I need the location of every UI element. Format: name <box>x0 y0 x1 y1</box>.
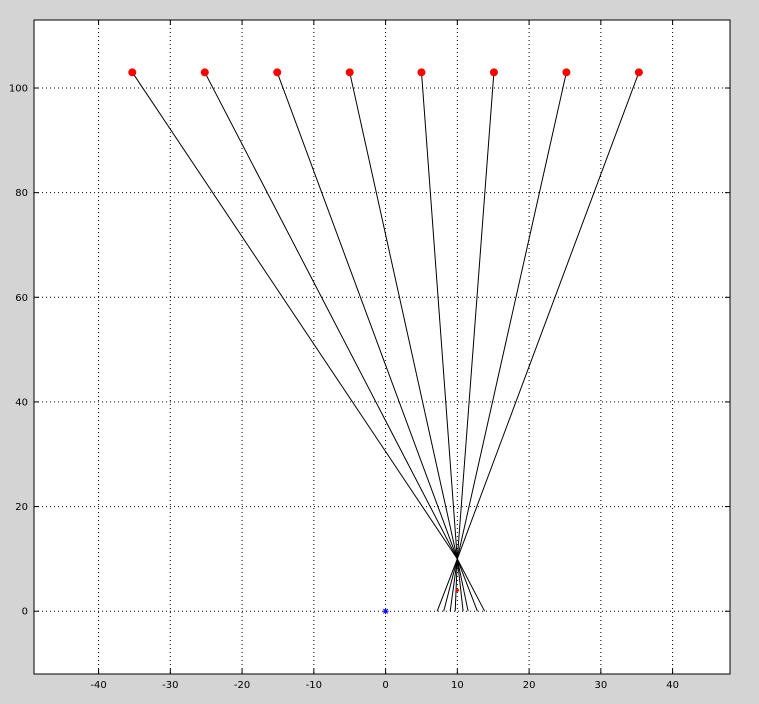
x-tick-label: -30 <box>162 680 178 691</box>
axes-background <box>34 20 730 674</box>
source-marker-5 <box>417 68 426 77</box>
markers <box>128 68 643 615</box>
source-marker-6 <box>489 68 498 77</box>
source-marker-8 <box>634 68 643 77</box>
x-tick-label: -10 <box>306 680 322 691</box>
source-marker-7 <box>562 68 571 77</box>
x-tick-label: 20 <box>523 680 536 691</box>
ray-line-8 <box>436 72 640 612</box>
x-tick-label: -20 <box>234 680 250 691</box>
y-tick-label: 20 <box>15 502 28 513</box>
source-marker-3 <box>273 68 282 77</box>
x-tick-label: 0 <box>382 680 388 691</box>
y-tick-label: 80 <box>15 188 28 199</box>
y-tick-label: 0 <box>22 607 28 618</box>
x-tick-label: 40 <box>666 680 679 691</box>
y-tick-label: 60 <box>15 293 28 304</box>
y-tick-label: 100 <box>9 84 28 95</box>
x-tick-label: 30 <box>594 680 607 691</box>
target-marker <box>455 588 459 592</box>
source-marker-1 <box>128 68 137 77</box>
ray-lines <box>131 72 640 612</box>
y-tick-label: 40 <box>15 397 28 408</box>
x-tick-label: -40 <box>90 680 106 691</box>
ticks: -40 -30 -20 -10 0 10 20 30 40 0 20 40 60 80 100 <box>9 20 730 691</box>
origin-marker <box>382 608 389 615</box>
x-tick-label: 10 <box>451 680 464 691</box>
source-marker-2 <box>200 68 209 77</box>
grid <box>34 20 730 674</box>
source-marker-4 <box>345 68 354 77</box>
axes-border <box>33 19 731 675</box>
